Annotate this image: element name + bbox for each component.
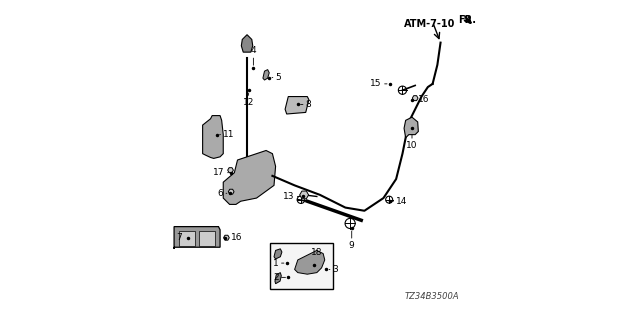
Polygon shape: [228, 168, 234, 172]
Bar: [179, 231, 195, 246]
Polygon shape: [203, 116, 223, 158]
Text: 15: 15: [371, 79, 382, 88]
Polygon shape: [285, 97, 309, 114]
Polygon shape: [274, 249, 282, 259]
Polygon shape: [404, 117, 419, 138]
Text: 9: 9: [349, 241, 355, 250]
Text: 16: 16: [231, 233, 243, 242]
Text: 10: 10: [406, 141, 418, 150]
Polygon shape: [241, 35, 253, 52]
Text: 13: 13: [283, 192, 294, 201]
Polygon shape: [263, 69, 269, 80]
Polygon shape: [228, 189, 234, 194]
Text: 4: 4: [251, 46, 256, 55]
Text: TZ34B3500A: TZ34B3500A: [405, 292, 460, 301]
Text: 8: 8: [306, 100, 312, 109]
Bar: [200, 231, 215, 246]
Text: 16: 16: [419, 95, 430, 104]
Polygon shape: [223, 150, 276, 204]
Text: 1: 1: [273, 259, 279, 268]
Text: 17: 17: [213, 168, 225, 177]
FancyBboxPatch shape: [270, 244, 333, 289]
Polygon shape: [412, 96, 418, 100]
Text: 6: 6: [218, 189, 223, 198]
Text: 3: 3: [333, 265, 339, 274]
Text: 14: 14: [396, 197, 408, 206]
Polygon shape: [294, 251, 324, 274]
Text: ATM-7-10: ATM-7-10: [404, 19, 455, 28]
Polygon shape: [275, 273, 282, 284]
Text: 11: 11: [223, 130, 235, 139]
Polygon shape: [174, 227, 220, 249]
Text: 2: 2: [273, 273, 279, 282]
Text: FR.: FR.: [458, 15, 476, 25]
Text: 12: 12: [243, 98, 254, 107]
Polygon shape: [223, 235, 229, 240]
Text: 7: 7: [176, 233, 182, 242]
Polygon shape: [300, 191, 308, 199]
Text: 5: 5: [276, 73, 282, 82]
Text: 18: 18: [311, 248, 323, 257]
